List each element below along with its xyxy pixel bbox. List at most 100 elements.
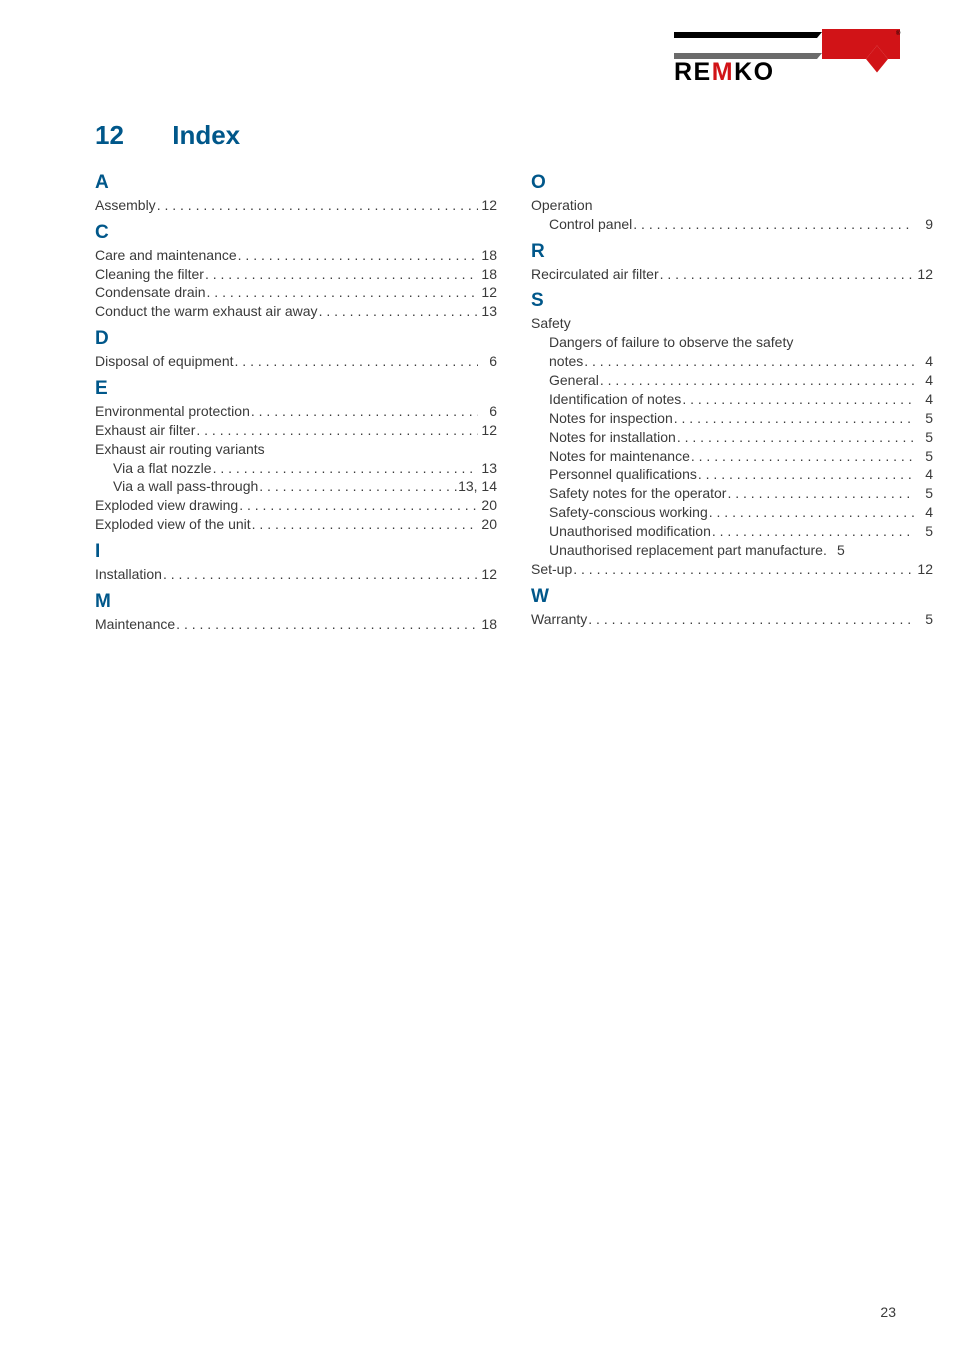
- index-entry-label: Notes for maintenance: [549, 447, 690, 466]
- index-entry-page: 12: [479, 421, 497, 440]
- index-entry: Notes for inspection 5: [531, 409, 933, 428]
- chapter-title: 12 Index: [95, 120, 899, 151]
- index-leader-dots: [600, 371, 914, 390]
- index-entry-page: 18: [479, 246, 497, 265]
- index-entry-label: Exhaust air routing variants: [95, 440, 497, 459]
- index-leader-dots: [588, 610, 914, 629]
- index-entry-page: 5: [915, 409, 933, 428]
- index-entry: Maintenance 18: [95, 615, 497, 634]
- index-entry: Care and maintenance 18: [95, 246, 497, 265]
- index-leader-dots: [196, 421, 478, 440]
- index-entry-label: Condensate drain: [95, 283, 206, 302]
- svg-text:REMKO: REMKO: [674, 58, 775, 83]
- index-letter-heading: D: [95, 329, 497, 350]
- index-entry-label: Disposal of equipment: [95, 352, 234, 371]
- index-entry-label: notes: [549, 352, 583, 371]
- index-entry-label: Control panel: [549, 215, 632, 234]
- index-entry-label: Unauthorised modification: [549, 522, 711, 541]
- index-entry-page: 18: [479, 265, 497, 284]
- index-entry-label: Assembly: [95, 196, 156, 215]
- index-leader-dots: [235, 352, 478, 371]
- index-letter-heading: S: [531, 291, 933, 312]
- index-entry-label: Care and maintenance: [95, 246, 237, 265]
- index-entry-page: 5: [915, 610, 933, 629]
- index-letter-heading: C: [95, 223, 497, 244]
- index-entry-page: 12: [915, 265, 933, 284]
- index-entry-label: Exhaust air filter: [95, 421, 195, 440]
- index-entry-label: Exploded view of the unit: [95, 515, 251, 534]
- index-entry: Exploded view drawing 20: [95, 496, 497, 515]
- index-entry-page: 13: [479, 302, 497, 321]
- index-leader-dots: [252, 515, 478, 534]
- index-entry-page: 4: [915, 390, 933, 409]
- index-leader-dots: [259, 477, 457, 496]
- index-entry-label: Unauthorised replacement part manufactur…: [549, 541, 823, 560]
- index-entry-label: Operation: [531, 196, 933, 215]
- index-leader-dots: [633, 215, 914, 234]
- index-entry-page: 9: [915, 215, 933, 234]
- index-entry-label: Personnel qualifications: [549, 465, 697, 484]
- index-entry-label: General: [549, 371, 599, 390]
- index-entry: Identification of notes 4: [531, 390, 933, 409]
- index-leader-dots: [213, 459, 478, 478]
- index-entry-label: Installation: [95, 565, 162, 584]
- index-entry-page: 4: [915, 352, 933, 371]
- index-entry-label: Safety: [531, 314, 933, 333]
- index-entry: notes 4: [531, 352, 933, 371]
- index-entry-page: 5: [915, 522, 933, 541]
- index-entry: Notes for installation 5: [531, 428, 933, 447]
- index-entry-label: Cleaning the filter: [95, 265, 204, 284]
- index-letter-heading: R: [531, 242, 933, 263]
- index-entry: Recirculated air filter 12: [531, 265, 933, 284]
- index-letter-heading: W: [531, 587, 933, 608]
- chapter-title-text: Index: [172, 120, 240, 150]
- index-entry: Conduct the warm exhaust air away 13: [95, 302, 497, 321]
- index-letter-heading: E: [95, 379, 497, 400]
- index-entry: Set-up 12: [531, 560, 933, 579]
- index-entry: Assembly 12: [95, 196, 497, 215]
- index-entry-page: 5: [915, 447, 933, 466]
- index-letter-heading: A: [95, 173, 497, 194]
- index-entry: General 4: [531, 371, 933, 390]
- index-entry-label: Exploded view drawing: [95, 496, 238, 515]
- index-column-left: AAssembly 12CCare and maintenance 18Clea…: [95, 165, 497, 634]
- index-entry-page: 4: [915, 465, 933, 484]
- index-letter-heading: I: [95, 542, 497, 563]
- index-entry-page: 5: [827, 541, 845, 560]
- index-entry-label: Safety notes for the operator: [549, 484, 726, 503]
- index-entry: Disposal of equipment 6: [95, 352, 497, 371]
- index-entry-label: Set-up: [531, 560, 572, 579]
- index-entry: Via a flat nozzle 13: [95, 459, 497, 478]
- index-entry: Warranty 5: [531, 610, 933, 629]
- index-entry: Environmental protection 6: [95, 402, 497, 421]
- index-entry-page: 12: [479, 283, 497, 302]
- index-entry: Notes for maintenance 5: [531, 447, 933, 466]
- index-entry-page: 12: [479, 565, 497, 584]
- index-entry-label: Environmental protection: [95, 402, 250, 421]
- index-leader-dots: [157, 196, 478, 215]
- index-leader-dots: [698, 465, 914, 484]
- svg-text:®: ®: [896, 30, 901, 37]
- index-entry: Exploded view of the unit 20: [95, 515, 497, 534]
- index-entry-label: Notes for inspection: [549, 409, 673, 428]
- index-entry: Condensate drain 12: [95, 283, 497, 302]
- index-letter-heading: M: [95, 592, 497, 613]
- index-entry-page: 6: [479, 352, 497, 371]
- index-leader-dots: [238, 246, 478, 265]
- index-leader-dots: [319, 302, 478, 321]
- index-leader-dots: [163, 565, 478, 584]
- index-leader-dots: [239, 496, 478, 515]
- index-entry: Unauthorised replacement part manufactur…: [531, 541, 933, 560]
- index-entry-label: Conduct the warm exhaust air away: [95, 302, 318, 321]
- index-leader-dots: [674, 409, 914, 428]
- brand-logo-area: REMKO ®: [672, 28, 902, 83]
- index-entry-label: Identification of notes: [549, 390, 681, 409]
- index-leader-dots: [176, 615, 478, 634]
- index-entry: Cleaning the filter 18: [95, 265, 497, 284]
- index-entry-page: 13: [479, 459, 497, 478]
- index-column-right: OOperationControl panel 9RRecirculated a…: [531, 165, 933, 634]
- index-entry-label: Notes for installation: [549, 428, 676, 447]
- index-entry-page: 20: [479, 496, 497, 515]
- index-entry-page: 20: [479, 515, 497, 534]
- index-entry-page: 6: [479, 402, 497, 421]
